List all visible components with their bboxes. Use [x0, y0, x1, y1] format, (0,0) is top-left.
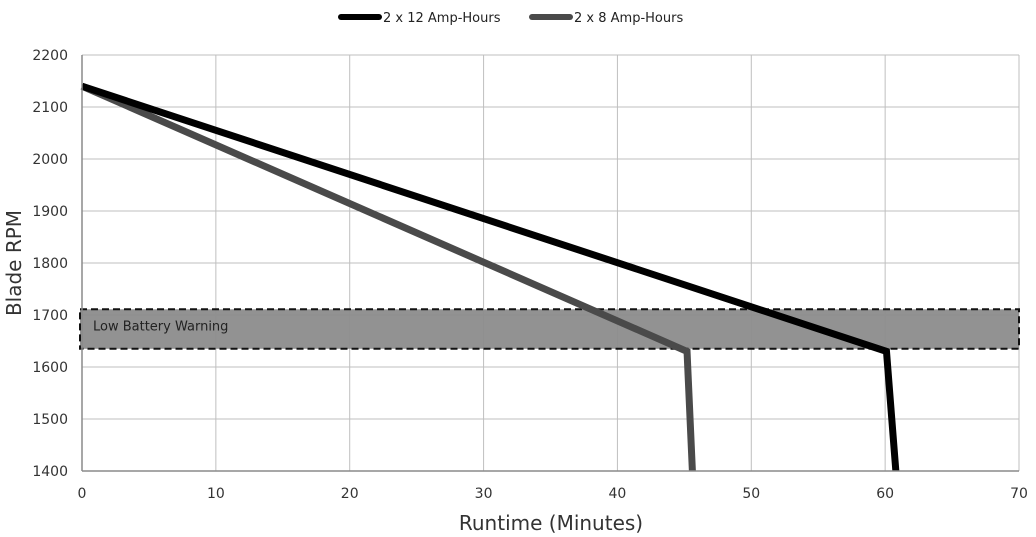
- warning-band-label: Low Battery Warning: [93, 319, 228, 334]
- plot-axes: [81, 55, 1019, 472]
- y-tick-label: 1500: [32, 412, 68, 428]
- x-axis-title: Runtime (Minutes): [459, 511, 643, 535]
- y-tick-label: 1700: [32, 308, 68, 324]
- y-tick-label: 2100: [32, 100, 68, 116]
- x-tick-label: 60: [876, 486, 894, 502]
- y-tick-label: 1800: [32, 256, 68, 272]
- data-series: [80, 82, 900, 472]
- y-tick-label: 2000: [32, 152, 68, 168]
- low-battery-warning-band: Low Battery Warning: [79, 308, 1020, 350]
- x-tick-label: 70: [1010, 486, 1028, 502]
- x-tick-label: 30: [475, 486, 493, 502]
- y-tick-label: 1600: [32, 360, 68, 376]
- x-tick-label: 40: [609, 486, 627, 502]
- y-axis-ticks: 1400 1500 1600 1700 1800 1900 2000 2100 2200: [32, 48, 68, 480]
- legend: 2 x 12 Amp-Hours 2 x 8 Amp-Hours: [338, 11, 683, 26]
- x-tick-label: 20: [341, 486, 359, 502]
- x-tick-label: 10: [207, 486, 225, 502]
- series-line: [80, 82, 900, 472]
- legend-label: 2 x 8 Amp-Hours: [574, 11, 683, 26]
- y-tick-label: 1900: [32, 204, 68, 220]
- grid-lines: [81, 54, 1020, 472]
- x-tick-label: 50: [742, 486, 760, 502]
- x-tick-label: 0: [78, 486, 87, 502]
- y-axis-title: Blade RPM: [2, 210, 26, 316]
- legend-label: 2 x 12 Amp-Hours: [383, 11, 501, 26]
- y-tick-label: 1400: [32, 464, 68, 480]
- x-axis-ticks: 0 10 20 30 40 50 60 70: [78, 486, 1028, 502]
- series-line: [80, 82, 696, 472]
- y-tick-label: 2200: [32, 48, 68, 64]
